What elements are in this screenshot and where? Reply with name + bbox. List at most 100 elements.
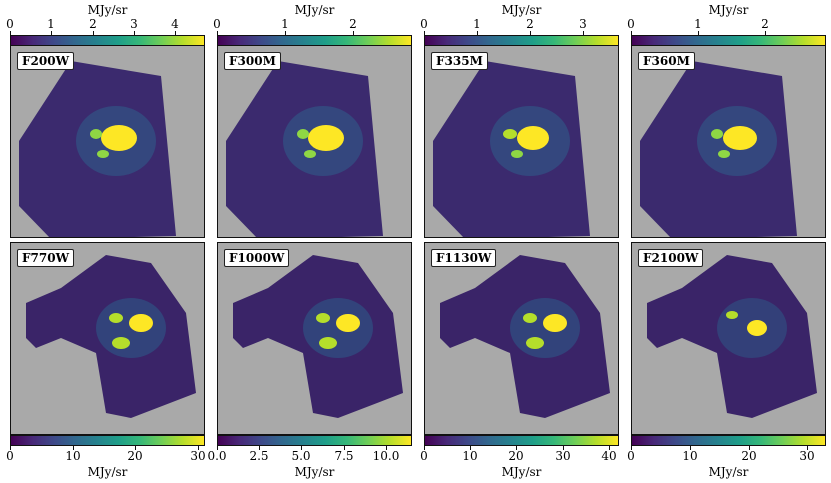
- filter-label: F770W: [17, 249, 75, 267]
- colorbar-tick-mark: [259, 446, 260, 450]
- colorbar-ticks: 0.0 2.5 5.0 7.5 10.0: [207, 446, 412, 464]
- colorbar-tick-mark: [134, 31, 135, 35]
- colorbar-tick-label: 0: [6, 17, 14, 31]
- colorbar-tick-label: 2: [761, 17, 769, 31]
- colorbar-tick-mark: [301, 446, 302, 450]
- colorbar-tick-label: 2: [89, 17, 97, 31]
- galaxy-image: [640, 61, 797, 237]
- colorbar-tick-label: 2.5: [249, 449, 269, 463]
- colorbar-tick-label: 0: [420, 17, 428, 31]
- colorbar-tick-label: 20: [741, 449, 757, 463]
- filter-label: F1000W: [224, 249, 290, 267]
- colorbar-tick-mark: [631, 31, 632, 35]
- image-panel-f770w: F770W: [10, 242, 205, 435]
- colorbar-tick-label: 0: [213, 17, 221, 31]
- colorbar-tick-label: 0: [420, 449, 428, 463]
- colorbar-tick-label: 30: [190, 449, 206, 463]
- image-panel-f300m: F300M: [217, 45, 412, 238]
- filter-label: F300M: [224, 52, 281, 70]
- colorbar-tick-mark: [698, 31, 699, 35]
- colorbar-tick-mark: [10, 446, 11, 450]
- colorbar-tick-label: 40: [601, 449, 617, 463]
- colorbar-unit-label: MJy/sr: [294, 3, 335, 17]
- colorbar-tick-mark: [353, 31, 354, 35]
- galaxy-image: [26, 255, 196, 418]
- colorbar-tick-mark: [344, 446, 345, 450]
- galaxy-image: [647, 255, 817, 418]
- colorbar-tick-mark: [631, 446, 632, 450]
- colorbar-tick-mark: [424, 446, 425, 450]
- colorbar-tick-label: 7.5: [334, 449, 354, 463]
- colorbar-ticks: 0 10 20 30 40: [420, 446, 619, 464]
- colorbar-tick-label: 1: [473, 17, 481, 31]
- colorbar-tick-mark: [175, 31, 176, 35]
- colorbar-unit-label: MJy/sr: [708, 3, 749, 17]
- colorbar-ticks: 0 10 20 30: [6, 446, 206, 464]
- colorbar-tick-label: 30: [555, 449, 571, 463]
- colorbar-tick-mark: [424, 31, 425, 35]
- colorbar-tick-label: 10: [682, 449, 698, 463]
- colorbar-tick-mark: [807, 446, 808, 450]
- galaxy-image: [440, 255, 610, 418]
- colorbar-unit-label: MJy/sr: [294, 465, 335, 479]
- image-panel-f1000w: F1000W: [217, 242, 412, 435]
- colorbar-gradient: [424, 435, 619, 446]
- image-panel-f200w: F200W: [10, 45, 205, 238]
- filter-label: F2100W: [638, 249, 704, 267]
- colorbar-tick-label: 10: [462, 449, 478, 463]
- colorbar-tick-label: 4: [171, 17, 179, 31]
- colorbar-tick-label: 0: [627, 449, 635, 463]
- colorbar-tick-mark: [765, 31, 766, 35]
- colorbar-tick-mark: [386, 446, 387, 450]
- colorbar-tick-mark: [217, 31, 218, 35]
- galaxy-image: [233, 255, 403, 418]
- filter-label: F360M: [638, 52, 695, 70]
- colorbar-unit-label: MJy/sr: [501, 465, 542, 479]
- colorbar-tick-mark: [749, 446, 750, 450]
- colorbar-gradient: [217, 435, 412, 446]
- image-panel-f2100w: F2100W: [631, 242, 826, 435]
- filter-label: F200W: [17, 52, 75, 70]
- colorbar-tick-mark: [285, 31, 286, 35]
- colorbar-tick-label: 2: [349, 17, 357, 31]
- colorbar-tick-mark: [583, 31, 584, 35]
- colorbar-tick-mark: [73, 446, 74, 450]
- colorbar-tick-mark: [563, 446, 564, 450]
- colorbar-tick-label: 1: [47, 17, 55, 31]
- colorbar-tick-label: 0: [6, 449, 14, 463]
- colorbar-tick-label: 0.0: [207, 449, 227, 463]
- image-panel-f335m: F335M: [424, 45, 619, 238]
- colorbar-unit-label: MJy/sr: [87, 3, 128, 17]
- galaxy-image: [433, 61, 590, 237]
- colorbar-tick-mark: [217, 446, 218, 450]
- colorbar-unit-label: MJy/sr: [87, 465, 128, 479]
- colorbar-tick-label: 1: [281, 17, 289, 31]
- colorbar-tick-label: 10.0: [372, 449, 400, 463]
- colorbar-tick-mark: [477, 31, 478, 35]
- colorbar-tick-mark: [470, 446, 471, 450]
- colorbar-tick-mark: [516, 446, 517, 450]
- colorbar-ticks: 0 1 2 3: [420, 0, 619, 35]
- colorbar-tick-label: 2: [526, 17, 534, 31]
- colorbar-tick-mark: [10, 31, 11, 35]
- colorbar-tick-mark: [51, 31, 52, 35]
- galaxy-image: [226, 61, 383, 237]
- image-panel-f1130w: F1130W: [424, 242, 619, 435]
- colorbar-tick-mark: [609, 446, 610, 450]
- colorbar-unit-label: MJy/sr: [501, 3, 542, 17]
- colorbar-tick-label: 3: [579, 17, 587, 31]
- colorbar-tick-mark: [198, 446, 199, 450]
- filter-label: F1130W: [431, 249, 497, 267]
- image-panel-f360m: F360M: [631, 45, 826, 238]
- colorbar-ticks: 0 10 20 30: [627, 446, 826, 464]
- colorbar-ticks: 0 1 2: [627, 0, 826, 35]
- colorbar-tick-mark: [530, 31, 531, 35]
- galaxy-image: [19, 61, 176, 237]
- colorbar-tick-label: 10: [65, 449, 81, 463]
- colorbar-unit-label: MJy/sr: [708, 465, 749, 479]
- colorbar-tick-label: 20: [127, 449, 143, 463]
- colorbar-ticks: 0 1 2: [213, 0, 412, 35]
- colorbar-tick-mark: [690, 446, 691, 450]
- colorbar-tick-label: 0: [627, 17, 635, 31]
- colorbar-tick-mark: [93, 31, 94, 35]
